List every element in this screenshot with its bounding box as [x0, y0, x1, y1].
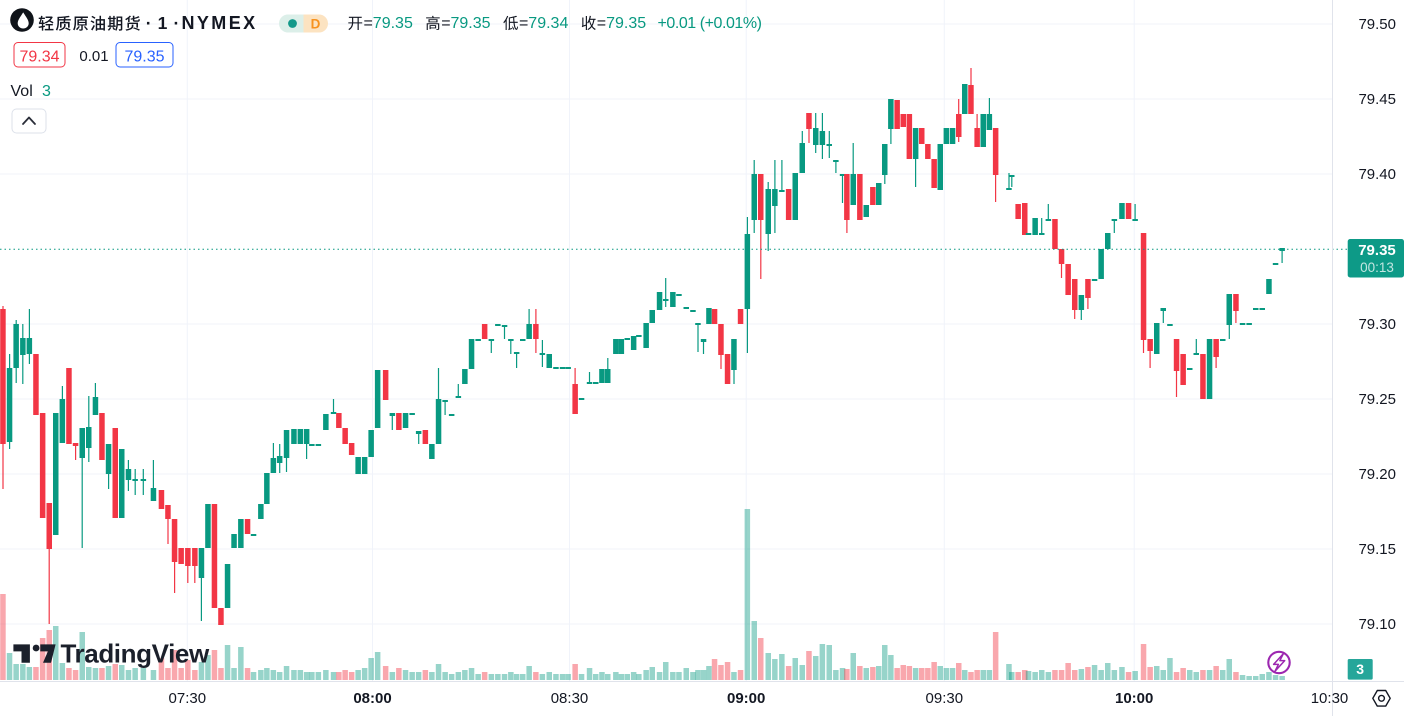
svg-text:09:00: 09:00: [727, 690, 765, 707]
svg-text:NYMEX: NYMEX: [182, 13, 258, 33]
svg-text:79.40: 79.40: [1358, 166, 1396, 183]
svg-text:07:30: 07:30: [169, 690, 207, 707]
svg-text:79.15: 79.15: [1358, 541, 1396, 558]
svg-text:79.45: 79.45: [1358, 91, 1396, 108]
svg-text:D: D: [311, 17, 321, 32]
svg-text:79.35: 79.35: [451, 15, 491, 32]
svg-text:3: 3: [1356, 661, 1364, 677]
svg-text:Vol: Vol: [11, 83, 33, 100]
svg-text:09:30: 09:30: [926, 690, 964, 707]
svg-text:=: =: [364, 15, 373, 32]
svg-text:00:13: 00:13: [1360, 260, 1394, 275]
svg-text:0.01: 0.01: [79, 48, 108, 65]
svg-text:79.35: 79.35: [606, 15, 646, 32]
svg-text:=: =: [519, 15, 528, 32]
svg-text:79.30: 79.30: [1358, 316, 1396, 333]
svg-text:79.34: 79.34: [528, 15, 568, 32]
svg-text:79.10: 79.10: [1358, 616, 1396, 633]
svg-text:79.35: 79.35: [1358, 242, 1396, 259]
svg-text:79.35: 79.35: [124, 48, 164, 65]
svg-text:+0.01 (+0.01%): +0.01 (+0.01%): [658, 15, 762, 32]
svg-text:10:00: 10:00: [1115, 690, 1153, 707]
svg-text:79.50: 79.50: [1358, 16, 1396, 33]
svg-text:=: =: [597, 15, 606, 32]
svg-text:10:30: 10:30: [1311, 690, 1349, 707]
svg-text:08:00: 08:00: [353, 690, 391, 707]
svg-text:TradingView: TradingView: [61, 639, 210, 669]
svg-text:79.25: 79.25: [1358, 391, 1396, 408]
svg-text:08:30: 08:30: [551, 690, 589, 707]
svg-text:· 1 ·: · 1 ·: [146, 13, 180, 33]
svg-text:79.35: 79.35: [373, 15, 413, 32]
svg-text:=: =: [441, 15, 450, 32]
svg-text:79.34: 79.34: [19, 48, 59, 65]
svg-text:3: 3: [42, 83, 51, 100]
svg-text:79.20: 79.20: [1358, 466, 1396, 483]
